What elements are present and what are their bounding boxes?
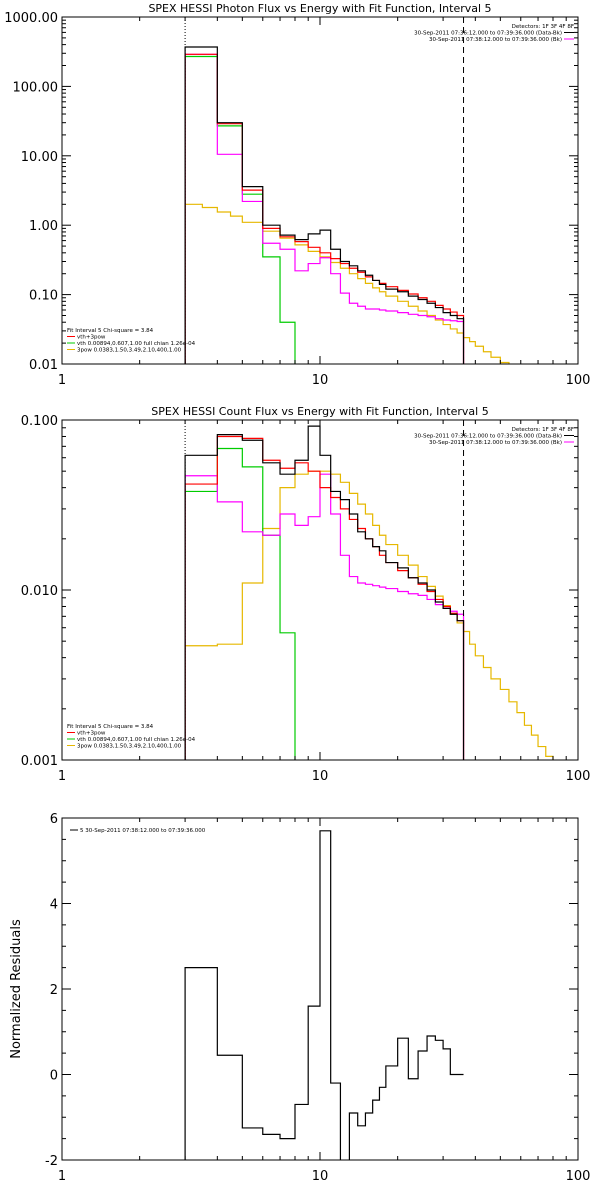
legend-label: 3pow 0.0383,1.50,3.49,2.10,400,1.00 bbox=[77, 348, 182, 354]
y-tick-label: 0 bbox=[50, 1069, 58, 1084]
y-tick-label: 4 bbox=[50, 898, 58, 913]
x-tick-label: 100 bbox=[566, 373, 591, 388]
series-line-1 bbox=[184, 203, 510, 364]
legend-top-left: 5 30-Sep-2011 07:38:12.000 to 07:39:36.0… bbox=[70, 828, 206, 834]
legend-label: 3pow 0.0383,1.50,3.49,2.10,400,1.00 bbox=[77, 744, 182, 750]
y-tick-label: 6 bbox=[50, 812, 58, 827]
series-line-4 bbox=[184, 435, 465, 760]
x-tick-label: 10 bbox=[312, 373, 329, 388]
y-tick-label: 0.01 bbox=[29, 358, 58, 373]
series-line-3 bbox=[184, 473, 465, 760]
chart-panel-2: SPEX HESSI Count Flux vs Energy with Fit… bbox=[21, 405, 591, 784]
y-tick-label: 0.010 bbox=[21, 584, 58, 599]
x-tick-label: 100 bbox=[566, 1169, 591, 1184]
x-tick-label: 1 bbox=[58, 1169, 66, 1184]
chart-panel-1: SPEX HESSI Photon Flux vs Energy with Fi… bbox=[4, 2, 590, 388]
legend-bottom-left: Fit Interval 5 Chi-square = 3.84vth+3pow… bbox=[67, 328, 196, 354]
legend-label: Detectors: 1F 3F 4F 8F bbox=[512, 24, 574, 30]
plot-frame bbox=[61, 16, 579, 365]
legend-label: vth 0.00894,0.607,1.00 full chian 1.26e-… bbox=[77, 737, 196, 743]
legend-bottom-left: Fit Interval 5 Chi-square = 3.84vth+3pow… bbox=[67, 724, 196, 750]
series-group bbox=[184, 425, 554, 760]
series-line-3 bbox=[184, 53, 465, 364]
chart-title: SPEX HESSI Photon Flux vs Energy with Fi… bbox=[148, 2, 491, 15]
legend-label: 30-Sep-2011 07:36:12.000 to 07:39:36.000… bbox=[414, 434, 562, 440]
x-tick-label: 10 bbox=[312, 1169, 329, 1184]
series-line-5 bbox=[184, 425, 465, 760]
series-group bbox=[184, 46, 510, 364]
y-tick-label: 0.100 bbox=[21, 414, 58, 429]
y-tick-label: 0.001 bbox=[21, 754, 58, 769]
legend-label: vth+3pow bbox=[77, 335, 106, 341]
x-tick-label: 100 bbox=[566, 769, 591, 784]
y-tick-label: -2 bbox=[45, 1154, 58, 1169]
legend-label: 30-Sep-2011 07:38:12.000 to 07:39:36.000… bbox=[429, 440, 562, 446]
series-line-1 bbox=[184, 830, 464, 1160]
x-tick-label: 1 bbox=[58, 373, 66, 388]
legend-label: 30-Sep-2011 07:36:12.000 to 07:39:36.000… bbox=[414, 31, 562, 37]
series-line-2 bbox=[184, 55, 296, 364]
y-tick-label: 100.00 bbox=[13, 80, 59, 95]
x-tick-label: 1 bbox=[58, 769, 66, 784]
series-line-1 bbox=[184, 470, 554, 760]
series-line-5 bbox=[184, 46, 465, 364]
y-axis-label: Normalized Residuals bbox=[9, 919, 24, 1059]
chart-panel-3: Normalized Residuals 1 10 100 -2 0 2 4 6 5 30-Sep… bbox=[9, 812, 590, 1184]
series-line-2 bbox=[184, 447, 296, 760]
y-tick-label: 1000.00 bbox=[4, 11, 58, 26]
series-group bbox=[184, 830, 464, 1160]
legend-label: 30-Sep-2011 07:38:12.000 to 07:39:36.000… bbox=[429, 37, 562, 43]
legend-label: Fit Interval 5 Chi-square = 3.84 bbox=[67, 724, 154, 730]
y-tick-label: 1.00 bbox=[29, 219, 58, 234]
legend-label: Fit Interval 5 Chi-square = 3.84 bbox=[67, 328, 154, 334]
legend-label: 5 30-Sep-2011 07:38:12.000 to 07:39:36.0… bbox=[80, 828, 206, 834]
y-tick-label: 2 bbox=[50, 983, 58, 998]
legend-label: Detectors: 1F 3F 4F 8F bbox=[512, 427, 574, 433]
chart-title: SPEX HESSI Count Flux vs Energy with Fit… bbox=[151, 405, 488, 418]
y-tick-label: 10.00 bbox=[21, 150, 58, 165]
legend-label: vth+3pow bbox=[77, 731, 106, 737]
legend-label: vth 0.00894,0.607,1.00 full chian 1.26e-… bbox=[77, 341, 196, 347]
x-tick-label: 10 bbox=[312, 769, 329, 784]
y-tick-label: 0.10 bbox=[29, 289, 58, 304]
